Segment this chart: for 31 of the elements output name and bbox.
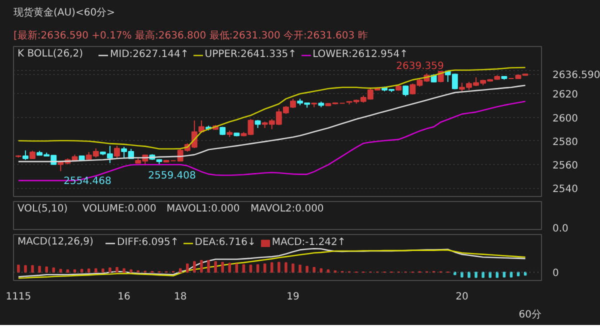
- x-tick-label: 18: [174, 292, 187, 302]
- y-tick-label: 2560: [552, 160, 578, 172]
- annotation: 2554.468: [64, 176, 112, 188]
- x-tick-label: 19: [286, 292, 300, 302]
- legend-label: MACD:-1.242↑: [272, 237, 346, 248]
- y-tick-label: 2636.590: [552, 70, 600, 82]
- x-tick-label: 1115: [6, 292, 32, 302]
- text: VOLUME:0.000: [82, 204, 156, 214]
- x-axis-title: 60分: [518, 308, 542, 320]
- legend-title: MACD(12,26,9): [18, 236, 94, 248]
- y-tick-label: 2620: [552, 90, 578, 101]
- legend-label: DIFF:6.095↑: [117, 237, 179, 248]
- text: MAVOL1:0.000: [166, 204, 240, 214]
- x-tick-label: 16: [118, 292, 130, 302]
- legend-label: MID:2627.144↑: [110, 49, 189, 60]
- annotation: 2639.359: [396, 60, 444, 72]
- legend-label: DEA:6.716↓: [194, 237, 256, 248]
- y-tick-label: 2580: [552, 136, 578, 148]
- legend-label: UPPER:2641.335↑: [204, 49, 297, 60]
- text: 0.0: [552, 224, 568, 234]
- y-tick-label: 2540: [552, 184, 578, 196]
- chart-subtitle: [最新:2636.590 +0.17% 最高:2636.800 最低:2631.300 今开:2631.603 昨: [14, 30, 368, 42]
- annotation: 2559.408: [148, 170, 196, 182]
- text: VOL(5,10): [18, 204, 68, 214]
- legend-title: K BOLL(26,2): [18, 48, 84, 60]
- text: 0: [552, 268, 559, 280]
- legend-label: LOWER:2612.954↑: [312, 49, 408, 60]
- x-tick-label: 20: [456, 292, 468, 302]
- chart-title: 现货黄金(AU)<60分>: [14, 6, 115, 18]
- text: MAVOL2:0.000: [250, 204, 324, 214]
- y-tick-label: 2600: [552, 113, 578, 124]
